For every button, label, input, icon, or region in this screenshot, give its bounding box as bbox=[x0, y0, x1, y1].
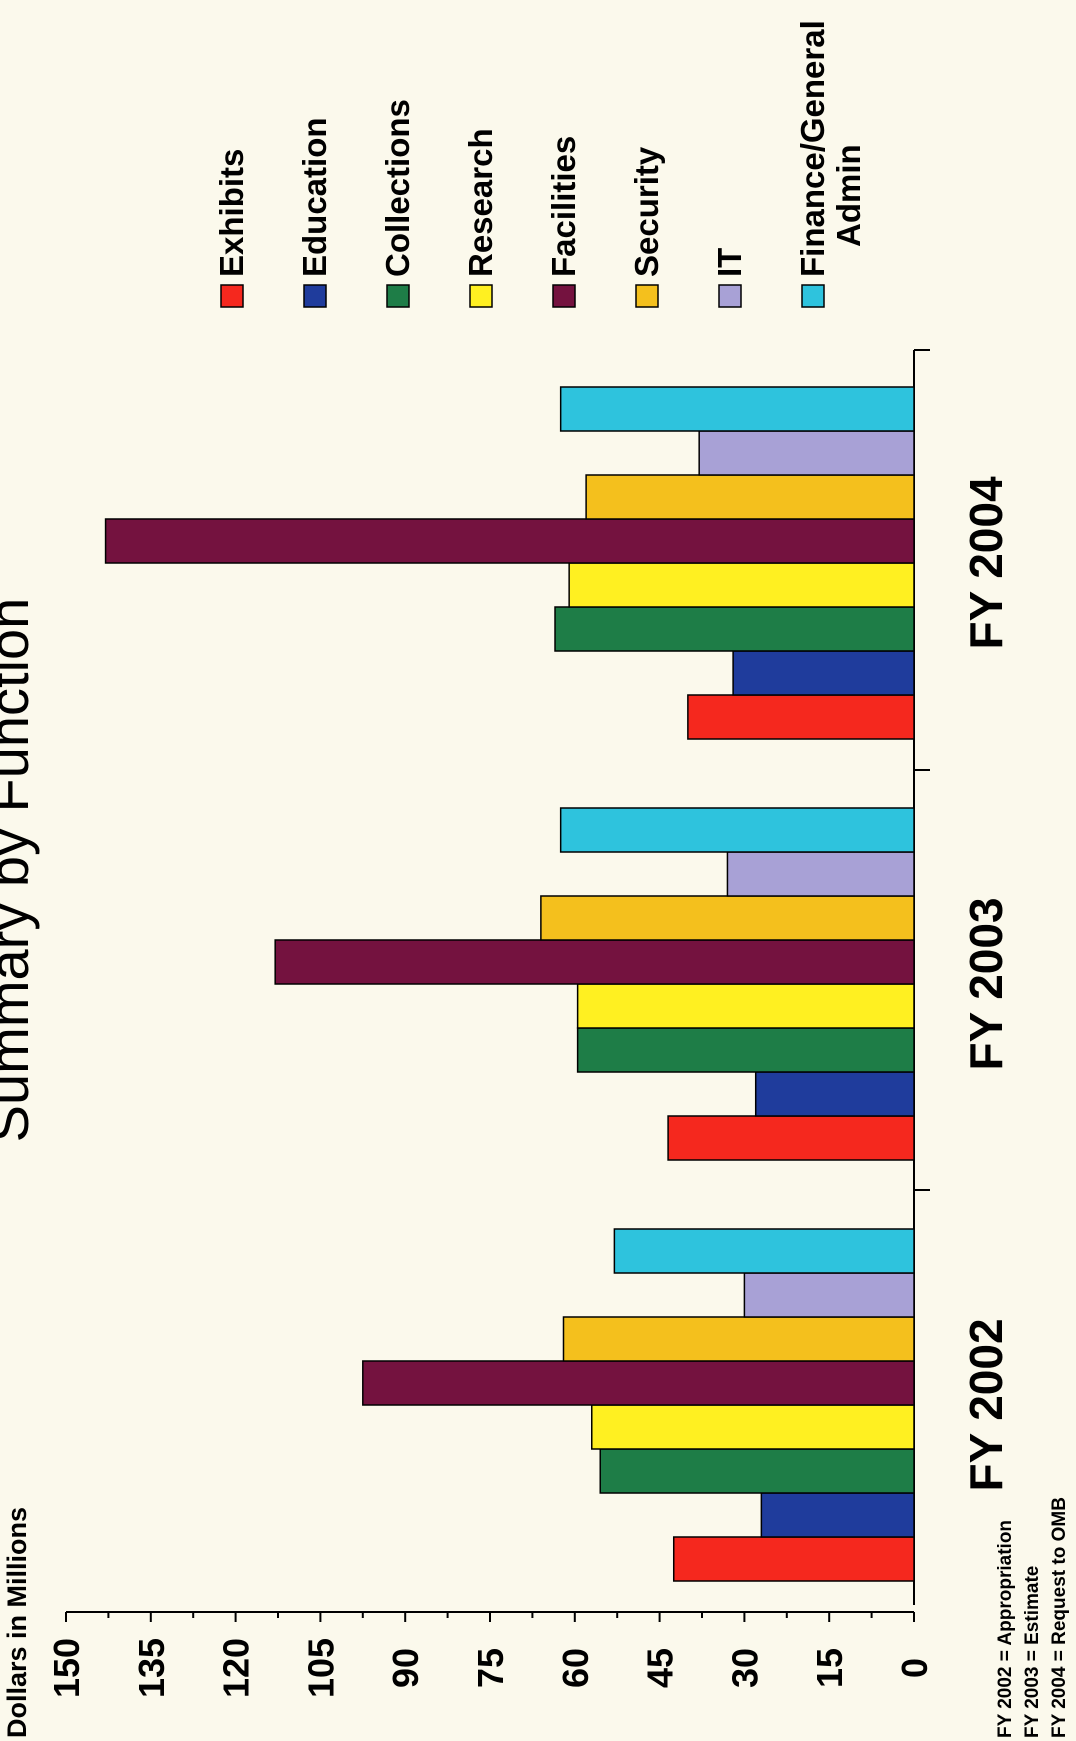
legend-item-education: Education bbox=[296, 117, 333, 308]
legend-label-education: Education bbox=[296, 117, 333, 277]
bar-education-fy-2004 bbox=[732, 650, 915, 696]
bar-collections-fy-2004 bbox=[554, 606, 915, 652]
legend-label-exhibits: Exhibits bbox=[213, 149, 250, 277]
bar-security-fy-2002 bbox=[562, 1316, 915, 1362]
y-tick-label: 150 bbox=[46, 1638, 87, 1698]
y-axis-label: Dollars in Millions bbox=[2, 1507, 32, 1738]
bar-security-fy-2004 bbox=[585, 474, 915, 520]
legend-label-security: Security bbox=[628, 146, 665, 277]
bar-it-fy-2002 bbox=[743, 1272, 915, 1318]
legend-item-exhibits: Exhibits bbox=[213, 149, 250, 308]
y-tick-label: 105 bbox=[300, 1638, 341, 1698]
category-label-fy-2004: FY 2004 bbox=[960, 476, 1012, 649]
footnote-3: FY 2004 = Request to OMB bbox=[1049, 1497, 1070, 1738]
bar-facilities-fy-2003 bbox=[274, 939, 915, 985]
legend-swatch-education bbox=[303, 284, 327, 308]
bar-finance-general-admin-fy-2003 bbox=[559, 807, 915, 853]
legend-item-security: Security bbox=[628, 146, 665, 308]
bar-research-fy-2004 bbox=[568, 562, 915, 608]
legend-swatch-finance-general-admin bbox=[801, 284, 825, 308]
y-tick-label: 15 bbox=[809, 1648, 850, 1688]
legend-swatch-exhibits bbox=[220, 284, 244, 308]
legend-label-research: Research bbox=[462, 128, 499, 277]
legend-label-collections: Collections bbox=[379, 99, 416, 277]
y-tick-label: 30 bbox=[724, 1648, 765, 1688]
bar-it-fy-2004 bbox=[698, 430, 915, 476]
bar-collections-fy-2002 bbox=[599, 1448, 915, 1494]
legend-swatch-security bbox=[635, 284, 659, 308]
bar-security-fy-2003 bbox=[540, 895, 915, 941]
category-label-fy-2002: FY 2002 bbox=[960, 1318, 1012, 1491]
legend-swatch-facilities bbox=[552, 284, 576, 308]
y-tick-label: 90 bbox=[385, 1648, 426, 1688]
legend-item-research: Research bbox=[462, 128, 499, 308]
legend-item-collections: Collections bbox=[379, 99, 416, 308]
chart-title: Summary by Function bbox=[0, 598, 40, 1143]
legend-swatch-it bbox=[718, 284, 742, 308]
bar-finance-general-admin-fy-2002 bbox=[613, 1228, 915, 1274]
legend-label-it: IT bbox=[711, 248, 748, 277]
y-tick-label: 0 bbox=[894, 1658, 935, 1678]
y-tick-label: 135 bbox=[131, 1638, 172, 1698]
bar-finance-general-admin-fy-2004 bbox=[559, 386, 915, 432]
bar-facilities-fy-2002 bbox=[362, 1360, 915, 1406]
legend-item-it: IT bbox=[711, 248, 748, 308]
bar-education-fy-2003 bbox=[754, 1071, 915, 1117]
bar-collections-fy-2003 bbox=[576, 1027, 915, 1073]
footnote-1: FY 2002 = Appropriation bbox=[995, 1520, 1016, 1738]
bar-education-fy-2002 bbox=[760, 1492, 915, 1538]
legend-item-facilities: Facilities bbox=[545, 136, 582, 308]
legend-item-finance-general-admin: Finance/GeneralAdmin bbox=[794, 20, 867, 308]
category-label-fy-2003: FY 2003 bbox=[960, 897, 1012, 1070]
legend-label-facilities: Facilities bbox=[545, 136, 582, 277]
legend-swatch-collections bbox=[386, 284, 410, 308]
bar-exhibits-fy-2002 bbox=[672, 1536, 915, 1582]
legend-label-finance-general-admin: Finance/GeneralAdmin bbox=[794, 20, 867, 277]
bar-exhibits-fy-2003 bbox=[667, 1115, 915, 1161]
footnote-2: FY 2003 = Estimate bbox=[1022, 1566, 1043, 1738]
legend-swatch-research bbox=[469, 284, 493, 308]
bar-research-fy-2002 bbox=[591, 1404, 915, 1450]
bar-research-fy-2003 bbox=[576, 983, 915, 1029]
y-tick-label: 60 bbox=[555, 1648, 596, 1688]
bar-exhibits-fy-2004 bbox=[687, 694, 915, 740]
bar-facilities-fy-2004 bbox=[104, 518, 915, 564]
y-tick-label: 75 bbox=[470, 1648, 511, 1688]
y-tick-label: 45 bbox=[640, 1648, 681, 1688]
bar-it-fy-2003 bbox=[726, 851, 915, 897]
y-tick-label: 120 bbox=[216, 1638, 257, 1698]
